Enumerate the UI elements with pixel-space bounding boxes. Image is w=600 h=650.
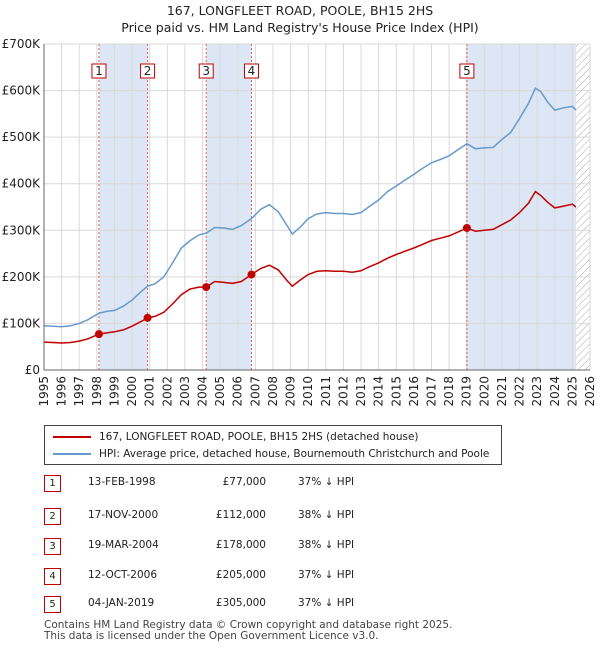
footer-copyright: Contains HM Land Registry data © Crown c…: [44, 619, 453, 631]
sale-number-badge: 1: [44, 475, 61, 492]
sale-hpi-diff: 37% ↓ HPI: [298, 569, 355, 581]
legend-item-hpi: HPI: Average price, detached house, Bour…: [53, 446, 489, 462]
y-tick-label: £300K: [2, 223, 42, 237]
x-tick-label: 2012: [336, 376, 350, 407]
x-tick-label: 2007: [248, 376, 262, 407]
sale-hpi-diff: 37% ↓ HPI: [298, 476, 355, 488]
x-tick-label: 2024: [548, 376, 562, 407]
sale-hpi-diff: 37% ↓ HPI: [298, 597, 355, 609]
sale-label-box: [140, 63, 156, 79]
table-row: 4 12-OCT-2006 £205,000 37% ↓ HPI: [44, 568, 444, 586]
y-tick-label: £400K: [2, 177, 42, 191]
sale-date: 04-JAN-2019: [88, 597, 155, 609]
x-tick-label: 2015: [389, 376, 403, 407]
x-tick-label: 2016: [407, 376, 421, 407]
x-tick-label: 2021: [495, 376, 509, 407]
x-tick-label: 2003: [178, 376, 192, 407]
legend-swatch-hpi: [53, 453, 91, 455]
x-tick-label: 2014: [372, 376, 386, 407]
x-tick-label: 2002: [160, 376, 174, 407]
sale-label-number: 4: [248, 64, 256, 78]
sale-label-box: [91, 63, 107, 79]
x-tick-label: 1999: [107, 376, 121, 407]
x-tick-label: 1996: [55, 376, 69, 407]
chart-subtitle: Price paid vs. HM Land Registry's House …: [121, 20, 479, 35]
sale-date: 13-FEB-1998: [88, 476, 156, 488]
sale-label-number: 1: [95, 64, 103, 78]
sale-marker: [94, 330, 103, 339]
chart-title-block: 167, LONGFLEET ROAD, POOLE, BH15 2HS Pri…: [0, 2, 600, 36]
sale-marker: [247, 270, 256, 279]
price-chart: 1 2 3 4 5 £0 £100K £200K £300K £400K £500K £600K £7…: [2, 37, 597, 407]
x-tick-label: 2009: [284, 376, 298, 407]
x-tick-label: 2005: [213, 376, 227, 407]
x-tick-label: 2018: [442, 376, 456, 407]
x-tick-label: 1998: [90, 376, 104, 407]
sale-label-number: 2: [144, 64, 152, 78]
shaded-band: [98, 44, 148, 370]
x-tick-label: 2013: [354, 376, 368, 407]
sale-number-badge: 2: [44, 508, 61, 525]
sale-label-number: 5: [463, 64, 471, 78]
x-tick-label: 2020: [477, 376, 491, 407]
x-tick-label: 1995: [37, 376, 51, 407]
forecast-hatch: [575, 44, 590, 370]
y-tick-label: £0: [25, 363, 40, 377]
table-row: 2 17-NOV-2000 £112,000 38% ↓ HPI: [44, 508, 444, 526]
sale-label-number: 3: [202, 64, 210, 78]
legend-item-property: 167, LONGFLEET ROAD, POOLE, BH15 2HS (de…: [53, 429, 419, 445]
sale-marker: [202, 283, 211, 292]
sale-number-badge: 4: [44, 568, 61, 585]
sale-label-box: [459, 63, 475, 79]
x-tick-label: 2000: [125, 376, 139, 407]
sale-marker: [143, 313, 152, 322]
shaded-band: [206, 44, 252, 370]
x-tick-label: 2019: [460, 376, 474, 407]
x-tick-label: 2023: [530, 376, 544, 407]
x-tick-label: 2011: [319, 376, 333, 407]
legend-swatch-property: [53, 436, 91, 438]
y-tick-label: £700K: [2, 37, 42, 51]
sale-label-box: [198, 63, 214, 79]
legend: 167, LONGFLEET ROAD, POOLE, BH15 2HS (de…: [44, 425, 502, 465]
table-row: 1 13-FEB-1998 £77,000 37% ↓ HPI: [44, 475, 444, 493]
x-tick-label: 2008: [266, 376, 280, 407]
x-tick-label: 2001: [143, 376, 157, 407]
sale-marker: [462, 223, 471, 232]
x-tick-label: 2022: [513, 376, 527, 407]
legend-label-property: 167, LONGFLEET ROAD, POOLE, BH15 2HS (de…: [99, 431, 419, 443]
legend-label-hpi: HPI: Average price, detached house, Bour…: [99, 448, 490, 460]
footer-licence: This data is licensed under the Open Gov…: [44, 630, 379, 642]
x-tick-label: 2010: [301, 376, 315, 407]
y-tick-label: £600K: [2, 84, 42, 98]
y-tick-label: £200K: [2, 270, 42, 284]
x-tick-label: 2017: [424, 376, 438, 407]
sale-hpi-diff: 38% ↓ HPI: [298, 509, 355, 521]
series-line-hpi: [43, 87, 577, 328]
sale-price: £178,000: [215, 539, 266, 551]
sale-price: £305,000: [215, 597, 266, 609]
x-tick-label: 2004: [196, 376, 210, 407]
x-tick-label: 2026: [583, 376, 597, 407]
series-line-property: [43, 190, 577, 344]
sale-date: 12-OCT-2006: [88, 569, 157, 581]
x-tick-label: 1997: [72, 376, 86, 407]
sale-label-box: [243, 63, 259, 79]
sale-hpi-diff: 38% ↓ HPI: [298, 539, 355, 551]
table-row: 3 19-MAR-2004 £178,000 38% ↓ HPI: [44, 538, 444, 556]
sale-price: £77,000: [222, 476, 266, 488]
table-row: 5 04-JAN-2019 £305,000 37% ↓ HPI: [44, 596, 444, 614]
y-tick-label: £100K: [2, 316, 42, 330]
sale-price: £205,000: [215, 569, 266, 581]
footer: Contains HM Land Registry data © Crown c…: [44, 620, 452, 642]
x-tick-label: 2025: [565, 376, 579, 407]
sale-price: £112,000: [215, 509, 266, 521]
x-tick-label: 2006: [231, 376, 245, 407]
y-tick-label: £500K: [2, 130, 42, 144]
chart-title: 167, LONGFLEET ROAD, POOLE, BH15 2HS: [166, 3, 434, 18]
sale-date: 19-MAR-2004: [88, 539, 159, 551]
sale-number-badge: 3: [44, 538, 61, 555]
sale-date: 17-NOV-2000: [88, 509, 159, 521]
sale-number-badge: 5: [44, 596, 61, 613]
